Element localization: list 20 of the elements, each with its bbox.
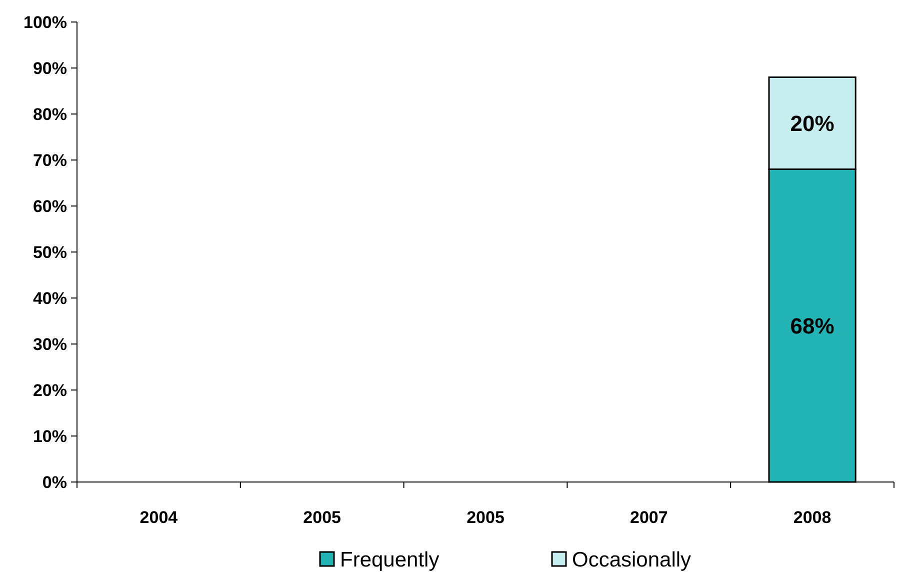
y-tick-label: 50%: [32, 242, 67, 262]
x-tick-label: 2007: [630, 508, 668, 527]
x-tick-label: 2004: [140, 508, 178, 527]
y-tick-label: 10%: [32, 426, 67, 446]
data-label: 20%: [790, 110, 834, 136]
x-tick-label: 2005: [466, 508, 504, 527]
y-tick-label: 100%: [24, 12, 67, 32]
y-tick-label: 40%: [32, 288, 67, 308]
legend-label: Frequently: [340, 548, 440, 572]
x-tick-label: 2005: [303, 508, 342, 527]
data-label: 68%: [790, 313, 834, 338]
y-tick-label: 70%: [32, 150, 67, 170]
y-tick-label: 80%: [32, 104, 67, 124]
legend-label: Occasionally: [572, 548, 692, 572]
y-tick-label: 20%: [32, 380, 67, 400]
x-tick-label: 2008: [793, 508, 832, 527]
y-tick-label: 60%: [32, 196, 67, 216]
y-tick-label: 0%: [42, 472, 67, 492]
y-tick-label: 90%: [32, 58, 67, 78]
y-tick-label: 30%: [32, 334, 67, 354]
